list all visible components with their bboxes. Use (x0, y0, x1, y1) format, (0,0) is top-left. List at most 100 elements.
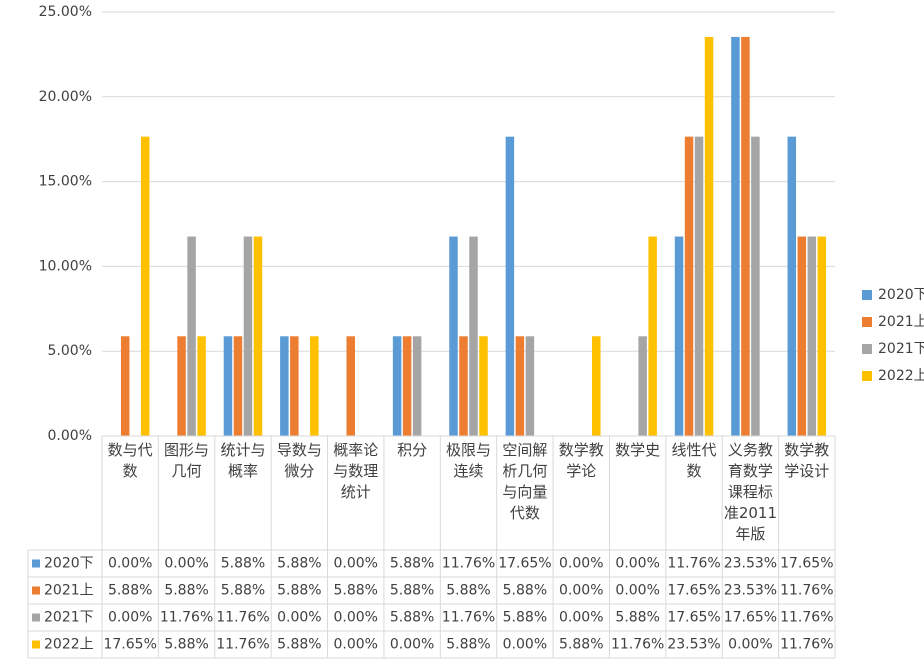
table-value: 5.88% (390, 583, 434, 599)
bar (751, 136, 760, 436)
bar (402, 336, 412, 436)
bar (187, 236, 196, 436)
bar (233, 336, 243, 436)
table-value: 17.65% (780, 556, 833, 572)
table-value: 17.65% (498, 556, 551, 572)
table-value: 5.88% (108, 583, 152, 599)
legend-label: 2021上 (878, 314, 924, 330)
category-cell: 积分 (397, 441, 427, 459)
bar (674, 236, 684, 436)
table-value: 23.53% (667, 637, 720, 653)
bar (694, 136, 704, 436)
table-value: 11.76% (780, 583, 833, 599)
x-tick-label: 导数与微分 (276, 441, 322, 480)
category-cell: 数学教学论 (559, 441, 604, 480)
bar (469, 236, 478, 436)
category-cell: 图形与几何 (164, 441, 209, 480)
bar (638, 336, 647, 436)
x-tick-label: 极限与连续 (445, 441, 491, 480)
y-tick-label: 20.00% (39, 89, 92, 105)
bar (817, 236, 827, 436)
bar (177, 336, 186, 436)
table-value: 5.88% (559, 637, 603, 653)
table-value: 5.88% (390, 556, 434, 572)
legend-key (862, 290, 872, 300)
legend-label: 2020下 (878, 287, 924, 303)
x-tick-label: 概率论与数理统计 (333, 441, 379, 501)
x-tick-label: 义务教育数学课程标准2011年版 (723, 441, 777, 543)
table-value: 11.76% (442, 556, 495, 572)
category-cell: 数学教学设计 (784, 441, 830, 480)
bar (459, 336, 468, 436)
table-value: 11.76% (442, 610, 495, 626)
table-value: 17.65% (724, 610, 777, 626)
table-value: 0.00% (277, 610, 321, 626)
bar (310, 336, 319, 436)
table-value: 11.76% (216, 610, 269, 626)
bar (197, 336, 206, 436)
bar (346, 336, 355, 436)
table-value: 5.88% (333, 583, 377, 599)
bar (787, 136, 797, 436)
bar (525, 336, 535, 436)
y-tick-label: 25.00% (39, 4, 92, 20)
table-value: 11.76% (667, 556, 720, 572)
table-series-name: 2021下 (44, 610, 94, 626)
category-cell: 空间解析几何与向量代数 (502, 441, 547, 522)
bar (807, 236, 817, 436)
table-value: 23.53% (724, 556, 777, 572)
table-legend-key (32, 586, 40, 595)
y-tick-label: 10.00% (39, 258, 92, 274)
bar (505, 136, 515, 436)
table-value: 5.88% (164, 583, 208, 599)
table-value: 5.88% (221, 583, 265, 599)
category-cell: 数与代数 (107, 441, 153, 480)
table-value: 0.00% (728, 637, 772, 653)
x-tick-label: 数与代数 (107, 441, 153, 480)
bar (120, 336, 130, 436)
table-value: 11.76% (216, 637, 269, 653)
table-value: 0.00% (108, 556, 152, 572)
bar (253, 236, 263, 436)
table-value: 0.00% (108, 610, 152, 626)
table-value: 0.00% (559, 583, 603, 599)
table-value: 0.00% (333, 610, 377, 626)
bar (515, 336, 525, 436)
table-value: 5.88% (390, 610, 434, 626)
category-cell: 线性代数 (672, 441, 717, 480)
y-tick-label: 5.00% (48, 343, 92, 359)
category-cell: 导数与微分 (276, 441, 322, 480)
table-legend-key (32, 613, 40, 622)
bar (731, 36, 740, 436)
table-value: 5.88% (277, 637, 321, 653)
x-tick-label: 数学教学设计 (784, 441, 830, 480)
y-tick-label: 0.00% (48, 428, 92, 444)
bar (280, 336, 289, 436)
table-value: 0.00% (333, 637, 377, 653)
table-value: 5.88% (446, 637, 490, 653)
bar (412, 336, 422, 436)
table-value: 0.00% (615, 583, 659, 599)
bar (684, 136, 694, 436)
table-series-name: 2020下 (44, 556, 94, 572)
table-value: 5.88% (615, 610, 659, 626)
table-value: 5.88% (503, 610, 547, 626)
table-value: 11.76% (160, 610, 213, 626)
table-value: 0.00% (333, 556, 377, 572)
bar (290, 336, 299, 436)
legend-label: 2022上 (878, 368, 924, 384)
table-value: 11.76% (780, 637, 833, 653)
legend-key (862, 344, 872, 354)
table-value: 17.65% (667, 583, 720, 599)
table-value: 17.65% (667, 610, 720, 626)
bar (392, 336, 402, 436)
legend-key (862, 371, 872, 381)
table-value: 0.00% (559, 556, 603, 572)
bar (592, 336, 601, 436)
table-value: 5.88% (277, 583, 321, 599)
bar (648, 236, 657, 436)
category-cell: 统计与概率 (220, 441, 265, 480)
table-value: 11.76% (611, 637, 664, 653)
table-value: 17.65% (103, 637, 156, 653)
